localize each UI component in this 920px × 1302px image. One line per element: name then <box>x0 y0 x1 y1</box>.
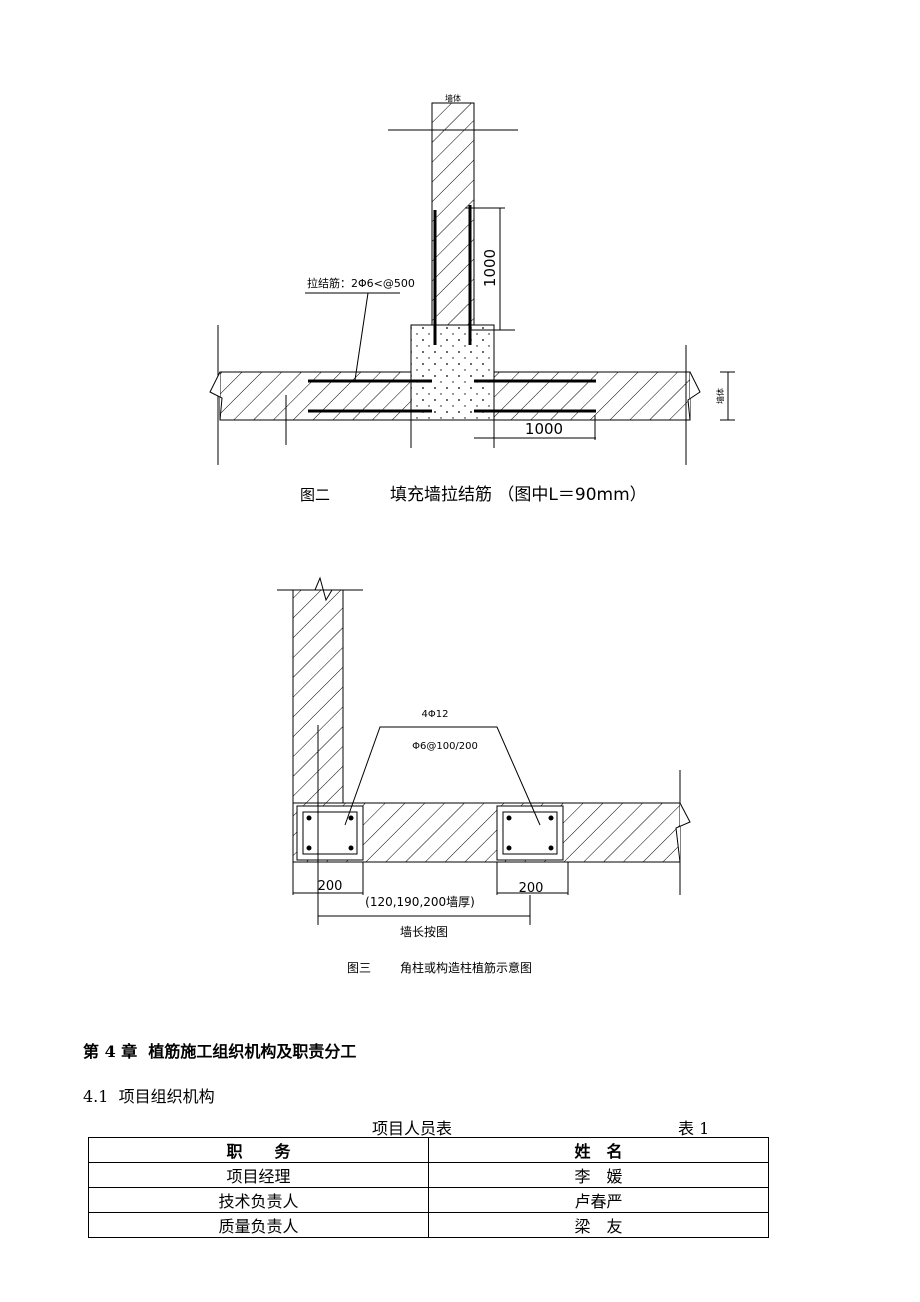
table-number: 表 1 <box>678 1119 710 1138</box>
dimension: (120,190,200墙厚) <box>365 895 475 909</box>
tie-bar-label: 拉结筋：2Φ6<@500 <box>307 276 415 290</box>
cell: 梁 友 <box>428 1212 769 1238</box>
staff-table: 职 务姓 名 项目经理李 媛 技术负责人 卢春严 质量负责人梁 友 <box>88 1137 769 1238</box>
drawings: 墙体 拉结筋：2Φ6<@500 1000 1000 墙体 图二 填充墙拉结筋 （… <box>209 93 735 975</box>
dimension: 1000 <box>525 420 563 438</box>
table-title: 项目人员表 <box>372 1119 453 1138</box>
caption-title: 填充墙拉结筋 （图中L＝90mm） <box>390 485 647 505</box>
header-cell: 职 务 <box>88 1137 429 1163</box>
stirrup-label: Φ6@100/200 <box>412 741 478 752</box>
cell: 项目经理 <box>88 1162 429 1188</box>
row: 质量负责人梁 友 <box>88 1212 769 1238</box>
wall-label: 墙体 <box>715 388 725 404</box>
dimension: 200 <box>318 879 343 894</box>
dimension: 墙长按图 <box>400 925 448 939</box>
header-cell: 姓 名 <box>428 1137 769 1163</box>
caption-title: 角柱或构造柱植筋示意图 <box>400 960 532 975</box>
dimension: 1000 <box>481 249 499 287</box>
section-heading: 4.1 项目组织机构 <box>83 1087 215 1106</box>
cell: 技术负责人 <box>88 1187 429 1213</box>
chapter-heading: 第 4 章 植筋施工组织机构及职责分工 <box>83 1042 357 1061</box>
wall-label: 墙体 <box>445 93 461 103</box>
figure-3 <box>277 576 691 925</box>
caption-number: 图二 <box>300 486 330 504</box>
caption-number: 图三 <box>347 961 371 975</box>
dimension: 200 <box>519 881 544 896</box>
main-bar-label: 4Φ12 <box>422 709 449 720</box>
cell: 李 媛 <box>428 1162 769 1188</box>
figure-2 <box>209 102 735 465</box>
cell: 质量负责人 <box>88 1212 429 1238</box>
row: 项目经理李 媛 <box>88 1162 769 1188</box>
cell: 卢春严 <box>428 1187 769 1213</box>
header-row: 职 务姓 名 <box>88 1137 769 1163</box>
row: 技术负责人 卢春严 <box>88 1187 769 1213</box>
